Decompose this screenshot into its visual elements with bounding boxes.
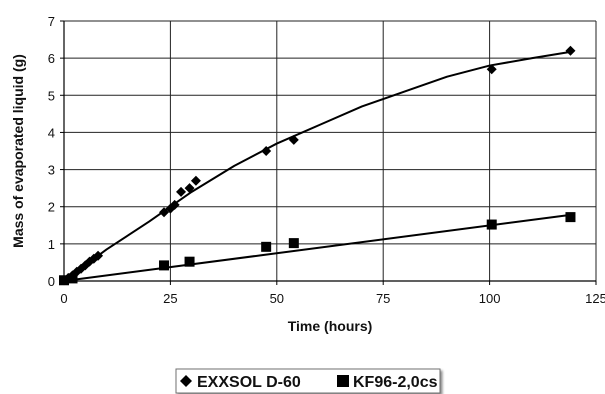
exxsol-data-point xyxy=(486,64,497,75)
x-tick-label-5: 125 xyxy=(585,291,605,306)
legend-box xyxy=(175,368,441,394)
x-tick-label-0: 0 xyxy=(60,291,67,306)
legend-diamond-icon xyxy=(180,375,192,387)
kf96-data-point xyxy=(67,273,78,284)
kf96-data-point xyxy=(261,241,272,252)
legend-label-exxsol: EXXSOL D-60 xyxy=(197,374,301,391)
x-axis-title: Time (hours) xyxy=(288,318,373,334)
x-tick-label-4: 100 xyxy=(479,291,501,306)
y-tick-label-5: 5 xyxy=(48,88,55,103)
y-tick-label-1: 1 xyxy=(48,237,55,252)
y-tick-label-3: 3 xyxy=(48,163,55,178)
y-tick-label-7: 7 xyxy=(48,14,55,29)
plot-area: 0 1 2 3 4 5 6 7 0 25 50 75 100 125 xyxy=(48,14,605,306)
exxsol-data-point xyxy=(169,199,180,210)
kf96-data-point xyxy=(486,219,497,230)
exxsol-data-point xyxy=(565,45,576,56)
x-tick-label-2: 50 xyxy=(270,291,284,306)
y-tick-label-0: 0 xyxy=(48,274,55,289)
exxsol-data-point xyxy=(184,183,195,194)
series-0-trend-line xyxy=(63,50,572,282)
exxsol-data-point xyxy=(176,186,187,197)
x-tick-label-3: 75 xyxy=(376,291,390,306)
legend-square-icon xyxy=(337,375,349,387)
x-tick-label-1: 25 xyxy=(163,291,177,306)
kf96-data-point xyxy=(565,212,576,223)
exxsol-data-point xyxy=(190,175,201,186)
y-axis-title: Mass of evaporated liquid (g) xyxy=(10,54,26,248)
y-tick-label-6: 6 xyxy=(48,51,55,66)
kf96-data-point xyxy=(59,275,69,286)
series-1-trend-line xyxy=(63,213,572,282)
exxsol-data-point xyxy=(288,134,299,145)
y-tick-label-2: 2 xyxy=(48,200,55,215)
kf96-data-point xyxy=(184,256,195,267)
y-tick-label-4: 4 xyxy=(48,125,55,140)
legend-label-kf96: KF96-2,0cs xyxy=(353,374,438,391)
exxsol-data-point xyxy=(261,146,272,156)
legend: EXXSOL D-60 KF96-2,0cs xyxy=(175,368,441,394)
kf96-data-point xyxy=(288,238,299,249)
exxsol-data-point xyxy=(93,250,104,261)
exxsol-data-point xyxy=(159,207,170,218)
kf96-data-point xyxy=(159,260,170,271)
